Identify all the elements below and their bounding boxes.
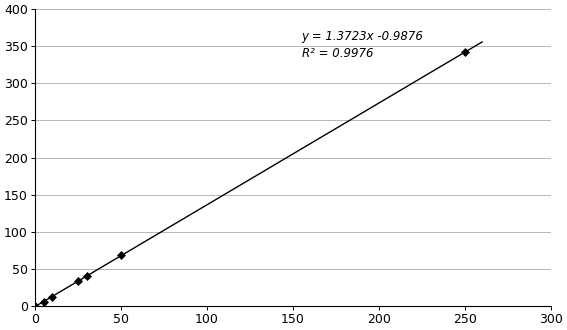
Text: R² = 0.9976: R² = 0.9976 [302, 47, 373, 60]
Text: y = 1.3723x -0.9876: y = 1.3723x -0.9876 [302, 30, 424, 43]
